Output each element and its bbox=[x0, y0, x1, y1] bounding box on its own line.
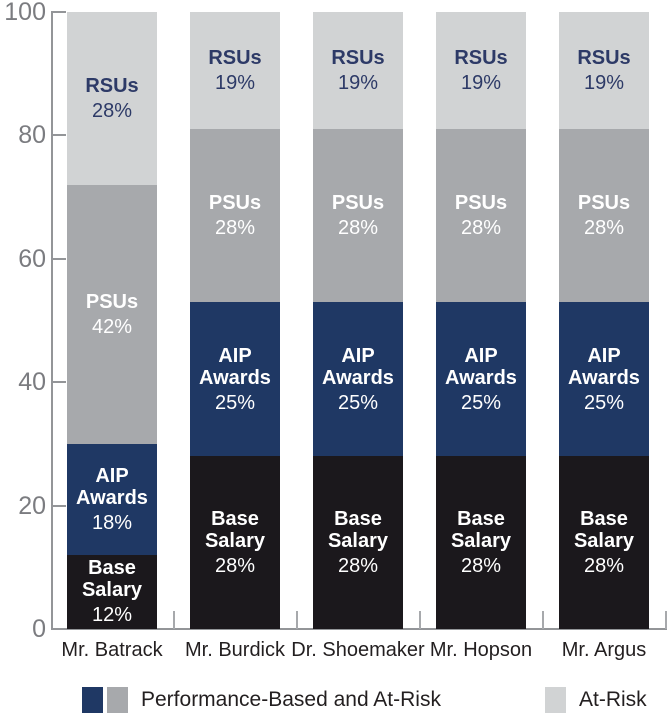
segment-percent-label: 28% bbox=[337, 217, 379, 240]
legend: Performance-Based and At-Risk At-Risk bbox=[0, 686, 669, 714]
bar-segment-aip-awards: AIP Awards 18% bbox=[67, 443, 157, 555]
legend-label: At-Risk bbox=[579, 688, 647, 711]
bar-mr-argus: RSUs 19% PSUs 28% AIP Awards 25% Base Salary 28… bbox=[559, 12, 649, 629]
segment-percent-label: 25% bbox=[460, 391, 502, 414]
segment-name-label: RSUs bbox=[85, 74, 139, 97]
segment-percent-label: 25% bbox=[337, 391, 379, 414]
segment-name-label: PSUs bbox=[331, 192, 385, 215]
y-axis-label: 40 bbox=[18, 368, 46, 397]
bar-dr-shoemaker: RSUs 19% PSUs 28% AIP Awards 25% Base Salary 28… bbox=[313, 12, 403, 629]
bar-segment-rsus: RSUs 19% bbox=[190, 12, 280, 130]
segment-name-label: Base Salary bbox=[204, 508, 266, 553]
segment-name-label: RSUs bbox=[208, 47, 262, 70]
segment-percent-label: 28% bbox=[214, 217, 256, 240]
segment-name-label: Base Salary bbox=[450, 508, 512, 553]
y-axis-label: 20 bbox=[18, 491, 46, 520]
bar-segment-base-salary: Base Salary 28% bbox=[559, 456, 649, 629]
y-axis-tick bbox=[51, 257, 66, 260]
segment-name-label: PSUs bbox=[208, 192, 262, 215]
segment-name-label: AIP Awards bbox=[568, 344, 640, 389]
segment-name-label: Base Salary bbox=[81, 557, 143, 602]
segment-name-label: RSUs bbox=[331, 47, 385, 70]
bar-segment-aip-awards: AIP Awards 25% bbox=[436, 301, 526, 457]
bar-segment-base-salary: Base Salary 28% bbox=[436, 456, 526, 629]
segment-percent-label: 28% bbox=[214, 555, 256, 578]
segment-percent-label: 19% bbox=[214, 72, 256, 95]
y-axis-label: 60 bbox=[18, 244, 46, 273]
bar-segment-rsus: RSUs 19% bbox=[559, 12, 649, 130]
segment-name-label: AIP Awards bbox=[445, 344, 517, 389]
bar-segment-rsus: RSUs 28% bbox=[67, 12, 157, 185]
x-axis-label: Mr. Argus bbox=[561, 639, 647, 661]
legend-swatch bbox=[107, 687, 128, 713]
bar-segment-rsus: RSUs 19% bbox=[436, 12, 526, 130]
bar-mr-hopson: RSUs 19% PSUs 28% AIP Awards 25% Base Salary 28… bbox=[436, 12, 526, 629]
y-axis-tick bbox=[51, 628, 66, 630]
segment-name-label: PSUs bbox=[85, 290, 139, 313]
bar-segment-aip-awards: AIP Awards 25% bbox=[190, 301, 280, 457]
x-axis-minor-tick bbox=[173, 611, 175, 629]
y-axis-label: 80 bbox=[18, 121, 46, 150]
legend-entry-performance-based-and-at-risk: Performance-Based and At-Risk bbox=[82, 686, 441, 714]
legend-entry-at-risk: At-Risk bbox=[545, 686, 647, 714]
segment-percent-label: 28% bbox=[460, 555, 502, 578]
bar-segment-base-salary: Base Salary 28% bbox=[190, 456, 280, 629]
y-axis-tick bbox=[51, 11, 66, 13]
segment-percent-label: 19% bbox=[337, 72, 379, 95]
segment-name-label: AIP Awards bbox=[322, 344, 394, 389]
bar-segment-base-salary: Base Salary 28% bbox=[313, 456, 403, 629]
y-axis-label: 100 bbox=[4, 0, 46, 26]
bar-mr-batrack: RSUs 28% PSUs 42% AIP Awards 18% Base Salary 12… bbox=[67, 12, 157, 629]
y-axis-tick bbox=[51, 381, 66, 384]
x-axis-minor-tick bbox=[296, 611, 298, 629]
x-axis-label: Mr. Batrack bbox=[61, 639, 163, 661]
bar-segment-base-salary: Base Salary 12% bbox=[67, 554, 157, 629]
x-axis-label: Mr. Hopson bbox=[429, 639, 533, 661]
bar-segment-psus: PSUs 28% bbox=[190, 129, 280, 302]
x-axis-line bbox=[51, 628, 667, 630]
segment-percent-label: 19% bbox=[460, 72, 502, 95]
y-axis-line bbox=[51, 12, 53, 629]
segment-name-label: AIP Awards bbox=[199, 344, 271, 389]
segment-percent-label: 28% bbox=[460, 217, 502, 240]
bar-mr-burdick: RSUs 19% PSUs 28% AIP Awards 25% Base Salary 28… bbox=[190, 12, 280, 629]
segment-percent-label: 28% bbox=[583, 555, 625, 578]
bar-segment-rsus: RSUs 19% bbox=[313, 12, 403, 130]
legend-label: Performance-Based and At-Risk bbox=[141, 688, 441, 711]
y-axis-label: 0 bbox=[32, 615, 46, 643]
segment-name-label: Base Salary bbox=[327, 508, 389, 553]
x-axis-label: Mr. Burdick bbox=[184, 639, 286, 661]
segment-percent-label: 42% bbox=[91, 315, 133, 338]
legend-swatch bbox=[82, 687, 103, 713]
x-axis-minor-tick bbox=[542, 611, 544, 629]
segment-name-label: PSUs bbox=[454, 192, 508, 215]
bar-segment-psus: PSUs 28% bbox=[559, 129, 649, 302]
x-axis-minor-tick bbox=[665, 611, 667, 629]
segment-percent-label: 19% bbox=[583, 72, 625, 95]
bar-segment-psus: PSUs 28% bbox=[436, 129, 526, 302]
y-axis-tick bbox=[51, 134, 66, 137]
segment-percent-label: 25% bbox=[214, 391, 256, 414]
segment-name-label: RSUs bbox=[454, 47, 508, 70]
y-axis-tick bbox=[51, 504, 66, 507]
bar-segment-psus: PSUs 42% bbox=[67, 184, 157, 444]
bar-segment-psus: PSUs 28% bbox=[313, 129, 403, 302]
x-axis-minor-tick bbox=[419, 611, 421, 629]
segment-percent-label: 18% bbox=[91, 511, 133, 534]
segment-name-label: Base Salary bbox=[573, 508, 635, 553]
x-axis-label: Dr. Shoemaker bbox=[291, 639, 425, 661]
bar-segment-aip-awards: AIP Awards 25% bbox=[559, 301, 649, 457]
segment-name-label: RSUs bbox=[577, 47, 631, 70]
segment-percent-label: 28% bbox=[337, 555, 379, 578]
legend-swatch bbox=[545, 687, 566, 713]
bar-segment-aip-awards: AIP Awards 25% bbox=[313, 301, 403, 457]
segment-percent-label: 12% bbox=[91, 604, 133, 627]
segment-name-label: AIP Awards bbox=[76, 464, 148, 509]
segment-name-label: PSUs bbox=[577, 192, 631, 215]
segment-percent-label: 28% bbox=[91, 99, 133, 122]
segment-percent-label: 28% bbox=[583, 217, 625, 240]
segment-percent-label: 25% bbox=[583, 391, 625, 414]
